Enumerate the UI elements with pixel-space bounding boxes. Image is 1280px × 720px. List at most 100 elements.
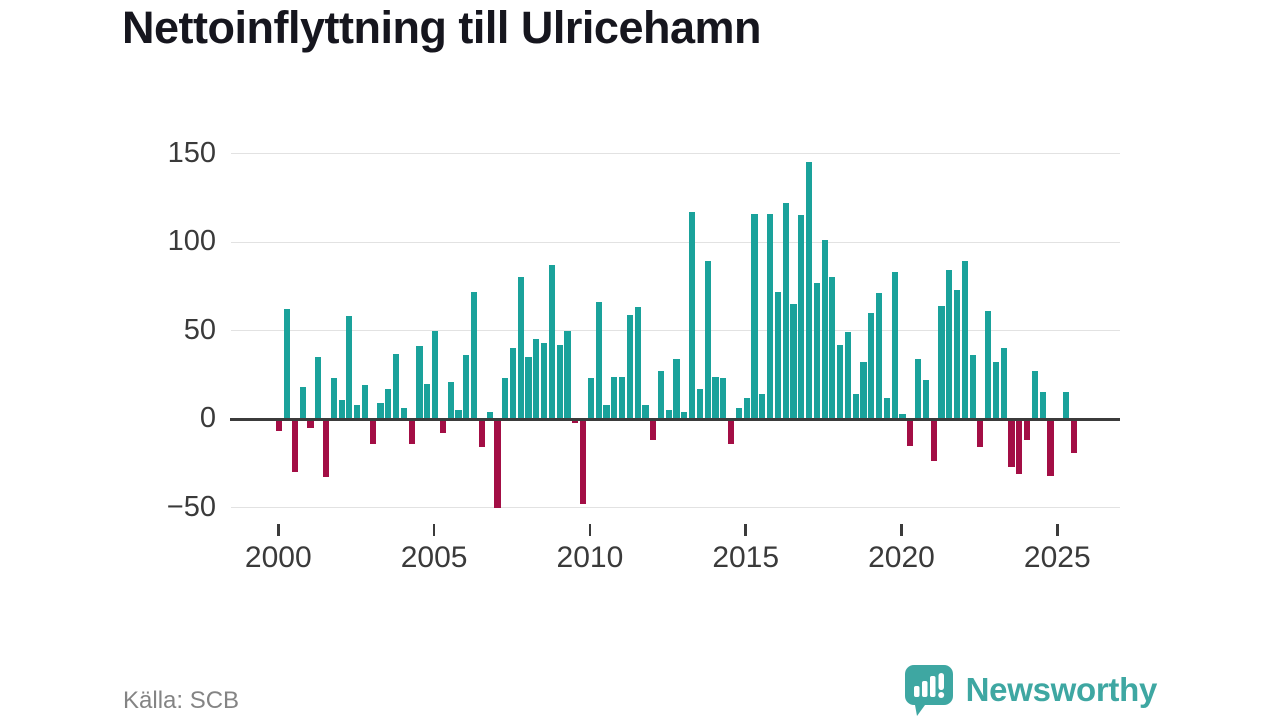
newsworthy-bubble-icon	[904, 665, 953, 716]
bar-2007-q3	[509, 348, 517, 419]
bar-2010-q4	[611, 376, 618, 419]
bar-2004-q1	[400, 408, 408, 419]
x-tick-2015	[744, 524, 747, 536]
bar-2017-q2	[813, 282, 820, 419]
bar-2004-q4	[424, 383, 431, 419]
bar-2000-q2	[283, 309, 291, 419]
bar-2001-q1	[307, 419, 314, 428]
y-axis-label-150: 150	[167, 136, 216, 169]
bar-2019-q4	[891, 272, 898, 419]
bar-2018-q4	[860, 362, 867, 419]
bar-2013-q3	[696, 388, 704, 419]
bar-2022-q3	[977, 419, 984, 448]
bar-2014-q1	[712, 376, 719, 419]
bar-2016-q4	[798, 215, 805, 419]
bar-2019-q3	[883, 397, 890, 419]
bar-2021-q1	[930, 419, 937, 462]
bar-2009-q4	[580, 419, 587, 504]
gridline-50	[231, 330, 1120, 331]
bar-2005-q1	[432, 330, 439, 419]
bar-2023-q3	[1008, 419, 1015, 467]
bar-2015-q4	[766, 213, 774, 419]
bar-2004-q3	[416, 346, 423, 419]
x-axis-label-2015: 2015	[712, 541, 780, 574]
bar-2006-q4	[486, 411, 493, 419]
bar-2021-q3	[946, 270, 953, 419]
y-axis-label-100: 100	[167, 225, 216, 257]
x-axis-label-2010: 2010	[556, 541, 624, 574]
bar-2003-q3	[385, 388, 392, 419]
bar-2019-q1	[868, 312, 875, 419]
bar-2003-q4	[393, 353, 400, 419]
bar-2001-q2	[315, 357, 322, 419]
bar-2002-q1	[338, 399, 345, 419]
x-axis-label-2000: 2000	[244, 541, 312, 574]
bar-2005-q4	[455, 410, 462, 419]
bar-2013-q4	[704, 261, 711, 419]
bar-2017-q1	[805, 162, 813, 419]
x-axis-label-2025: 2025	[1023, 541, 1091, 574]
bar-2021-q2	[938, 305, 945, 419]
newsworthy-wordmark: Newsworthy	[965, 671, 1158, 708]
bar-2022-q1	[961, 261, 968, 419]
gridline--50	[231, 507, 1120, 508]
bar-2008-q1	[525, 357, 532, 419]
bar-2000-q1	[276, 419, 283, 432]
x-tick-2005	[432, 524, 436, 536]
bar-2004-q2	[408, 419, 415, 444]
bar-2012-q4	[673, 358, 680, 419]
bar-2023-q2	[1000, 348, 1007, 419]
bar-2022-q2	[969, 355, 976, 419]
bar-2015-q2	[751, 213, 758, 419]
bar-2002-q2	[346, 316, 353, 419]
bar-2001-q3	[322, 419, 330, 478]
bar-2024-q2	[1031, 371, 1039, 419]
x-tick-2010	[588, 524, 592, 536]
bar-2012-q2	[657, 371, 665, 419]
gridline-150	[231, 153, 1120, 154]
x-tick-2025	[1056, 524, 1059, 536]
bar-2024-q3	[1039, 392, 1046, 419]
bar-2012-q1	[650, 419, 657, 441]
bar-2007-q2	[502, 378, 509, 419]
bar-2017-q4	[829, 277, 836, 419]
source-note: Källa: SCB	[123, 687, 240, 714]
bar-2023-q1	[992, 362, 1000, 419]
x-axis-label-2020: 2020	[868, 541, 935, 574]
bar-2015-q1	[743, 397, 750, 419]
bar-2006-q1	[463, 355, 470, 419]
bar-2016-q1	[774, 291, 781, 419]
bar-2016-q2	[782, 203, 789, 419]
bar-2020-q1	[899, 413, 906, 419]
bar-2018-q2	[844, 332, 852, 419]
bar-2005-q3	[447, 381, 454, 419]
chart-title: Nettoinflyttning till Ulricehamn	[122, 2, 762, 53]
bar-2003-q1	[369, 419, 376, 444]
bar-2014-q2	[720, 378, 727, 419]
bar-2010-q2	[595, 302, 602, 419]
bar-2024-q1	[1024, 419, 1031, 441]
bar-2002-q4	[361, 385, 369, 419]
bar-2006-q2	[470, 291, 478, 419]
gridline-100	[231, 241, 1120, 243]
bar-2021-q4	[953, 289, 961, 419]
bar-2010-q1	[587, 378, 594, 419]
bar-2009-q2	[564, 330, 571, 419]
zero-axis-line	[230, 417, 1120, 421]
bar-2015-q3	[759, 394, 766, 419]
bar-2010-q3	[603, 404, 610, 419]
bar-2016-q3	[790, 303, 797, 419]
bar-2013-q1	[681, 411, 688, 419]
x-axis-label-2005: 2005	[400, 541, 468, 574]
bar-2013-q2	[689, 211, 696, 419]
bar-2025-q3	[1070, 419, 1077, 453]
bar-2019-q2	[876, 293, 883, 419]
bar-2011-q2	[626, 314, 633, 419]
bar-2007-q1	[494, 419, 501, 508]
bar-2024-q4	[1047, 419, 1054, 476]
bar-2009-q3	[572, 419, 579, 423]
bar-2012-q3	[665, 410, 672, 419]
bar-2008-q2	[533, 339, 540, 419]
